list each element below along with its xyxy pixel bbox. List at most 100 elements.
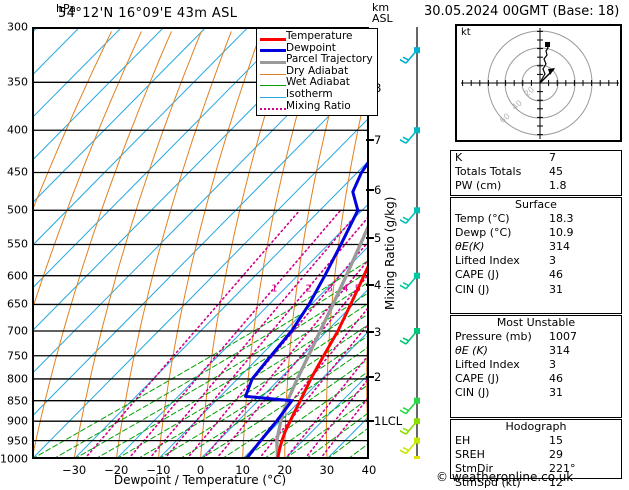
height-tick-mark-3	[366, 330, 374, 333]
index-value: 314	[549, 344, 570, 358]
height-tick-1: 1LCL	[374, 413, 403, 428]
pressure-tick-350: 350	[7, 75, 28, 89]
pressure-tick-300: 300	[7, 20, 28, 34]
legend-label: Mixing Ratio	[286, 99, 351, 112]
index-value: 314	[549, 240, 570, 254]
index-value: 3	[549, 254, 556, 268]
legend-swatch	[260, 77, 286, 89]
index-label: CIN (J)	[455, 386, 490, 400]
index-value: 1007	[549, 330, 577, 344]
index-row: θE(K) 314	[451, 240, 621, 254]
index-row: Pressure (mb) 1007	[451, 330, 621, 344]
index-label: SREH	[455, 448, 485, 462]
hodograph-trace	[539, 44, 549, 84]
index-row: θE (K) 314	[451, 344, 621, 358]
index-label: StmDir	[455, 462, 494, 476]
index-value: 31	[549, 386, 563, 400]
plot-border	[32, 27, 369, 459]
svg-text:4: 4	[342, 283, 348, 294]
pressure-tick-750: 750	[7, 349, 28, 363]
index-row: CIN (J) 31	[451, 283, 621, 297]
index-row: CAPE (J) 46	[451, 372, 621, 386]
wind-barb	[398, 418, 420, 435]
legend-label: Dewpoint	[286, 41, 336, 54]
index-value: 15	[549, 434, 563, 448]
hodograph-stats-title: Hodograph	[505, 420, 567, 433]
index-label: CIN (J)	[455, 282, 490, 296]
temp-tick-10: 10	[235, 463, 250, 477]
height-tick-7: 7	[374, 132, 382, 147]
height-tick-mark-2	[366, 375, 374, 378]
height-tick-3: 3	[374, 324, 382, 339]
pressure-tick-400: 400	[7, 123, 28, 137]
index-value: 10.9	[549, 226, 574, 240]
temp-tick-40: 40	[361, 463, 377, 477]
pressure-tick-600: 600	[7, 269, 28, 283]
surface-panel: Surface Temp (°C) 18.3 Dewp (°C) 10.9 θE(K) 3…	[450, 197, 622, 314]
wind-barb-column	[398, 27, 434, 473]
index-value: 46	[549, 372, 563, 386]
legend-swatch	[260, 31, 286, 43]
index-value: 45	[549, 165, 563, 179]
mixing-ratio-axis-title: Mixing Ratio (g/kg)	[383, 196, 397, 310]
legend-swatch	[260, 89, 286, 101]
hodograph-panel: kt 20 40 60	[455, 5, 622, 161]
index-label: CAPE (J)	[455, 268, 500, 282]
index-label: θE(K)	[455, 240, 485, 254]
index-row: SREH 29	[451, 448, 621, 462]
hodograph-ring-label: 40	[510, 98, 524, 111]
height-unit-asl: ASL	[372, 12, 393, 25]
index-row: CAPE (J) 46	[451, 268, 621, 282]
index-row: PW (cm) 1.8	[451, 179, 621, 193]
index-value: 3	[549, 358, 556, 372]
legend-label: Dry Adiabat	[286, 64, 349, 77]
skewt-chart: 12345810152025	[32, 27, 369, 459]
legend-item: Wet Adiabat	[260, 77, 373, 89]
legend-item: Isotherm	[260, 87, 373, 101]
svg-text:3: 3	[327, 283, 333, 294]
height-tick-mark-1	[366, 419, 374, 422]
index-row: StmDir 221°	[451, 462, 621, 476]
most-unstable-panel-title: Most Unstable	[496, 316, 576, 329]
svg-text:1: 1	[271, 283, 277, 294]
svg-text:2: 2	[306, 283, 312, 294]
legend-label: Temperature	[286, 30, 353, 42]
height-tick-mark-5	[366, 236, 374, 239]
temp-tick--10: −10	[146, 463, 171, 477]
x-axis-title: Dewpoint / Temperature (°C)	[113, 473, 287, 487]
index-label: PW (cm)	[455, 179, 502, 193]
height-unit-km: km	[372, 1, 390, 14]
wind-barb	[398, 437, 420, 455]
index-row: CIN (J) 31	[451, 386, 621, 400]
index-row: Temp (°C) 18.3	[451, 212, 621, 226]
legend-label: Wet Adiabat	[286, 76, 350, 89]
pressure-tick-500: 500	[7, 203, 28, 217]
legend-item: Temperature	[260, 30, 373, 43]
wind-barb	[398, 328, 420, 345]
index-row: Lifted Index 3	[451, 254, 621, 268]
legend-label: Isotherm	[286, 87, 333, 100]
index-row: Dewp (°C) 10.9	[451, 226, 621, 240]
index-label: θE (K)	[455, 344, 488, 358]
temp-tick--20: −20	[104, 463, 129, 477]
temp-tick--30: −30	[61, 463, 87, 477]
height-unit-label: km ASL	[372, 2, 393, 24]
surface-table: Temp (°C) 18.3 Dewp (°C) 10.9 θE(K) 314 Lifted…	[451, 212, 621, 297]
copyright-notice: © weatheronline.co.uk	[436, 470, 574, 484]
hodograph-unit-label: kt	[461, 27, 471, 38]
model-run-title: 30.05.2024 00GMT (Base: 18)	[424, 4, 620, 19]
legend-swatch	[260, 43, 286, 55]
legend-item: Mixing Ratio	[260, 99, 373, 113]
wind-barb	[398, 272, 420, 290]
pressure-tick-700: 700	[7, 324, 28, 338]
pressure-tick-950: 950	[7, 434, 28, 448]
most-unstable-panel: Most Unstable Pressure (mb) 1007 θE (K) 314…	[450, 315, 622, 418]
index-value: 1.8	[549, 179, 567, 193]
skewt-svg: 12345810152025	[32, 27, 369, 459]
index-value: 31	[549, 282, 563, 296]
index-label: Pressure (mb)	[455, 330, 532, 344]
most-unstable-table: Pressure (mb) 1007 θE (K) 314 Lifted Index 3 C…	[451, 330, 621, 400]
legend-swatch	[260, 101, 286, 113]
